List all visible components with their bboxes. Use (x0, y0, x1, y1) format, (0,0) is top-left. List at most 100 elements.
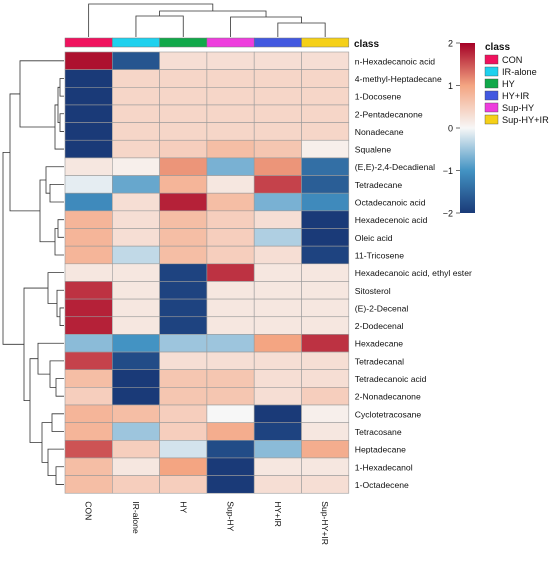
heatmap-cell (159, 175, 208, 194)
row-label: 4-methyl-Heptadecane (355, 74, 442, 84)
heatmap-cell (301, 69, 350, 88)
row-label: Sitosterol (355, 286, 391, 296)
row-label: (E)-2-Decenal (355, 303, 409, 313)
heatmap-cell (301, 263, 350, 282)
row-label: 2-Nonadecanone (355, 392, 421, 402)
heatmap-cell (206, 192, 255, 212)
heatmap-cell (64, 192, 113, 212)
row-label: (E,E)-2,4-Decadienal (355, 162, 435, 172)
heatmap-cell (301, 422, 350, 441)
row-label: n-Hexadecanoic acid (355, 56, 435, 66)
heatmap-cell (206, 51, 255, 70)
heatmap-cell (64, 369, 113, 388)
heatmap-cell (206, 69, 255, 88)
heatmap-cell (112, 334, 160, 353)
heatmap-cell (253, 228, 302, 247)
heatmap-cell (159, 404, 208, 423)
heatmap-cell (301, 210, 350, 229)
heatmap-cell (159, 422, 208, 441)
legend-label: CON (502, 55, 522, 65)
heatmap-cell (64, 139, 113, 159)
dendrogram-branch (56, 289, 64, 318)
row-label: Heptadecane (355, 445, 406, 455)
heatmap-cell (112, 439, 160, 459)
heatmap-cell (206, 263, 255, 282)
heatmap-cell (253, 298, 302, 318)
heatmap-cell (64, 351, 113, 370)
column-label: IR-alone (131, 501, 141, 534)
dendrogram-branch (9, 93, 40, 212)
heatmap-cell (206, 245, 255, 265)
heatmap-cell (159, 104, 208, 123)
heatmap-cell (301, 439, 350, 459)
heatmap-cell (206, 228, 255, 247)
heatmap-cell (112, 69, 160, 88)
dendrogram-branch (2, 151, 24, 345)
heatmap-cell (253, 439, 302, 459)
heatmap-cell (112, 175, 160, 194)
heatmap-cell (159, 281, 208, 300)
heatmap-cell (301, 175, 350, 194)
heatmap-cell (112, 457, 160, 476)
heatmap-cell (301, 139, 350, 159)
class-track-cell (206, 37, 255, 48)
dendrogram-branch (55, 466, 64, 485)
legend-label: IR-alone (502, 67, 537, 77)
heatmap-cell (301, 369, 350, 388)
column-dendrogram (88, 3, 326, 37)
row-label: Tetradecanoic acid (355, 374, 427, 384)
heatmap-cell (253, 475, 302, 494)
heatmap-cell (159, 122, 208, 141)
row-dendrogram (2, 60, 64, 485)
heatmap-cell (64, 281, 113, 300)
heatmap-cell (301, 87, 350, 106)
legend-swatch (484, 114, 499, 125)
row-label: Squalene (355, 145, 392, 155)
heatmap-cell (206, 210, 255, 229)
heatmap-cell (112, 104, 160, 123)
heatmap-cell (206, 457, 255, 476)
heatmap-cell (253, 210, 302, 229)
heatmap-cell (253, 387, 302, 406)
heatmap-cell (112, 281, 160, 300)
dendrogram-branch (277, 22, 326, 37)
heatmap-cell (206, 439, 255, 459)
heatmap-cell (253, 422, 302, 441)
row-label: Tetradecane (355, 180, 403, 190)
heatmap-cell (64, 475, 113, 494)
heatmap-cell (253, 263, 302, 282)
heatmap-cell (206, 104, 255, 123)
heatmap-cell (253, 51, 302, 70)
legend-label: Sup-HY (502, 103, 534, 113)
row-label: Octadecanoic acid (355, 198, 426, 208)
heatmap-cell (112, 351, 160, 370)
row-label: 2-Dodecenal (355, 321, 404, 331)
heatmap-cell (64, 439, 113, 459)
heatmap-cell (159, 69, 208, 88)
legend-label: HY (502, 79, 515, 89)
heatmap-cell (301, 51, 350, 70)
heatmap-cell (112, 87, 160, 106)
heatmap-cell (159, 387, 208, 406)
heatmap-cell (253, 104, 302, 123)
heatmap-cell (206, 387, 255, 406)
heatmap-cell (159, 210, 208, 229)
heatmap-cell (64, 263, 113, 282)
class-track-cell (64, 37, 113, 48)
heatmap-cell (64, 87, 113, 106)
column-label: HY+IR (273, 501, 283, 527)
legend-swatch (484, 78, 499, 89)
dendrogram-branch (54, 104, 64, 150)
heatmap-cell (112, 263, 160, 282)
heatmap-cell (159, 334, 208, 353)
heatmap-cell (64, 422, 113, 441)
heatmap-cell (253, 122, 302, 141)
heatmap-cell (159, 369, 208, 388)
dendrogram-branch (37, 342, 64, 375)
row-label: Hexadecenoic acid (355, 215, 428, 225)
class-track-label: class (354, 39, 379, 50)
column-labels: CON IR-alone HY Sup-HY HY+IR Sup-HY+IR (84, 501, 330, 545)
heatmap-cell (206, 351, 255, 370)
